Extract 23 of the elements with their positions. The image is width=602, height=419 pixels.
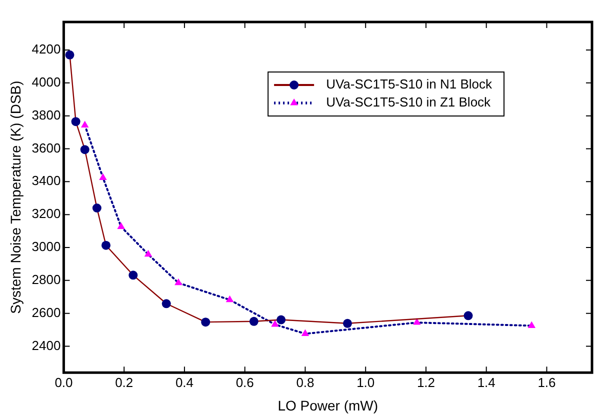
y-tick-label: 3000 (32, 239, 61, 254)
y-tick-label: 3600 (32, 140, 61, 156)
x-tick-label: 1.6 (538, 374, 556, 390)
y-tick-label: 3800 (32, 107, 61, 122)
x-tick-label: 0.8 (296, 374, 314, 390)
x-tick-label: 0.0 (54, 374, 73, 390)
y-tick-label: 2800 (32, 272, 61, 287)
legend-label: UVa-SC1T5-S10 in N1 Block (326, 76, 492, 92)
y-tick-label: 2400 (32, 338, 61, 353)
x-axis-title: LO Power (mW) (278, 397, 378, 414)
y-tick-label: 2600 (32, 304, 61, 320)
y-tick-label: 3400 (32, 173, 61, 188)
y-tick-label: 4000 (32, 74, 61, 90)
y-tick-label: 4200 (32, 42, 61, 57)
legend-label: UVa-SC1T5-S10 in Z1 Block (326, 94, 492, 110)
y-axis-title: System Noise Temperature (K) (DSB) (7, 80, 24, 314)
x-tick-label: 1.4 (477, 374, 496, 390)
x-tick-label: 0.6 (236, 374, 254, 390)
x-tick-label: 1.2 (416, 374, 436, 390)
x-tick-label: 0.4 (175, 374, 194, 390)
x-tick-label: 1.0 (356, 374, 375, 390)
y-tick-label: 3200 (32, 206, 61, 222)
x-tick-label: 0.2 (115, 374, 134, 390)
